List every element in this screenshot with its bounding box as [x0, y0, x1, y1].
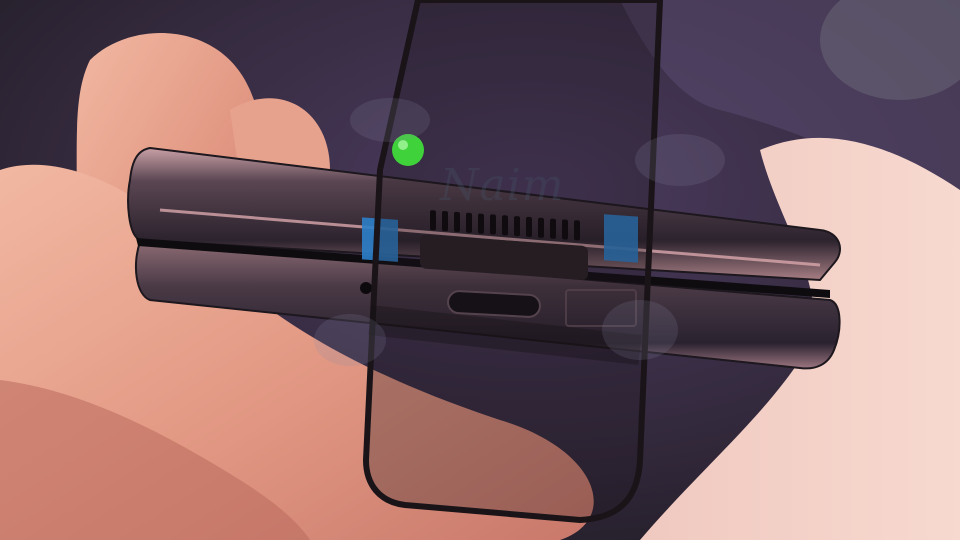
watermark-logo — [314, 98, 725, 366]
protector-shadow — [368, 305, 642, 365]
palm — [640, 137, 960, 540]
screen-protector — [362, 0, 664, 524]
blue-tape-left — [362, 217, 398, 262]
phone-edge-highlight — [159, 208, 821, 267]
hand-shadow — [0, 380, 310, 540]
sim-tray — [565, 289, 637, 327]
background-highlight — [820, 0, 960, 100]
phone-top-half — [127, 146, 841, 282]
speaker-grille-icon — [420, 210, 588, 280]
usb-c-port-icon — [447, 290, 541, 318]
microphone-hole-icon — [360, 282, 372, 294]
blue-tape-right — [604, 214, 638, 263]
